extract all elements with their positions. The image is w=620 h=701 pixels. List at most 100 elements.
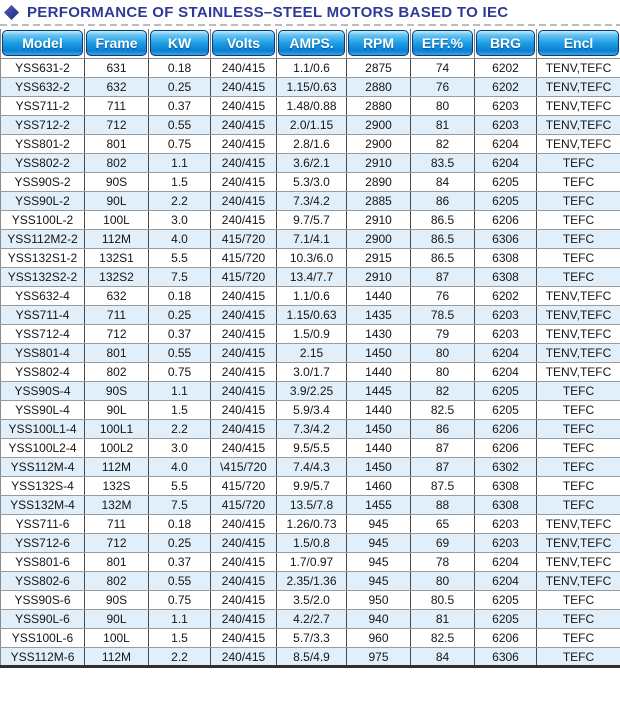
cell: 0.75 xyxy=(148,590,211,610)
cell: 4.0 xyxy=(148,229,211,249)
cell: YSS712-2 xyxy=(0,115,85,135)
cell: 5.7/3.3 xyxy=(276,628,347,648)
column-header-button-model[interactable]: Model xyxy=(2,30,83,56)
cell: 86 xyxy=(410,191,475,211)
cell: 6205 xyxy=(474,172,537,192)
cell: 0.18 xyxy=(148,286,211,306)
column-header-button-frame[interactable]: Frame xyxy=(86,30,147,56)
cell: 78 xyxy=(410,552,475,572)
cell: 2.8/1.6 xyxy=(276,134,347,154)
column-header-button-volts[interactable]: Volts xyxy=(212,30,275,56)
cell: 74 xyxy=(410,58,475,78)
column-header-button-rpm[interactable]: RPM xyxy=(348,30,409,56)
cell: YSS90L-6 xyxy=(0,609,85,629)
page-title-text: PERFORMANCE OF STAINLESS–STEEL MOTORS BA… xyxy=(27,4,509,21)
cell: 80 xyxy=(410,571,475,591)
cell: YSS802-4 xyxy=(0,362,85,382)
cell: 86.5 xyxy=(410,210,475,230)
cell: 6203 xyxy=(474,324,537,344)
cell: 1.7/0.97 xyxy=(276,552,347,572)
cell: 240/415 xyxy=(210,647,277,667)
cell: 240/415 xyxy=(210,191,277,211)
cell: 802 xyxy=(84,153,149,173)
cell: 240/415 xyxy=(210,286,277,306)
cell: 940 xyxy=(346,609,411,629)
cell: 132S1 xyxy=(84,248,149,268)
cell: TENV,TEFC xyxy=(536,362,620,382)
table-row: YSS90L-6 90L 1.1 240/415 4.2/2.7 940 81 6205 TEF… xyxy=(0,609,620,629)
table-row: YSS100L1-4 100L1 2.2 240/415 7.3/4.2 1450 86 62… xyxy=(0,419,620,439)
cell: 90L xyxy=(84,400,149,420)
cell: 2910 xyxy=(346,267,411,287)
cell: 415/720 xyxy=(210,248,277,268)
table-row: YSS711-2 711 0.37 240/415 1.48/0.88 2880 80 620… xyxy=(0,96,620,116)
diamond-bullet-icon xyxy=(4,5,19,20)
column-header-button-amps[interactable]: AMPS. xyxy=(278,30,345,56)
cell: 81 xyxy=(410,609,475,629)
cell: YSS90S-6 xyxy=(0,590,85,610)
table-row: YSS132S2-2 132S2 7.5 415/720 13.4/7.7 2910 87 6… xyxy=(0,267,620,287)
cell: 6202 xyxy=(474,286,537,306)
cell: TEFC xyxy=(536,609,620,629)
cell: YSS632-2 xyxy=(0,77,85,97)
cell: 2885 xyxy=(346,191,411,211)
cell: 240/415 xyxy=(210,438,277,458)
cell: 6206 xyxy=(474,210,537,230)
table-body: YSS631-2 631 0.18 240/415 1.1/0.6 2875 74 6202 T… xyxy=(0,58,620,667)
table-row: YSS801-6 801 0.37 240/415 1.7/0.97 945 78 6204 T… xyxy=(0,552,620,572)
cell: TEFC xyxy=(536,628,620,648)
cell: 712 xyxy=(84,115,149,135)
cell: 9.9/5.7 xyxy=(276,476,347,496)
cell: 78.5 xyxy=(410,305,475,325)
cell: 3.6/2.1 xyxy=(276,153,347,173)
cell: TENV,TEFC xyxy=(536,343,620,363)
cell: 5.9/3.4 xyxy=(276,400,347,420)
column-header-encl: Encl xyxy=(536,29,620,59)
cell: 1440 xyxy=(346,438,411,458)
cell: 945 xyxy=(346,552,411,572)
column-header-button-encl[interactable]: Encl xyxy=(538,30,619,56)
cell: 90L xyxy=(84,191,149,211)
column-header-rpm: RPM xyxy=(346,29,411,59)
column-header-button-kw[interactable]: KW xyxy=(150,30,209,56)
table-row: YSS132S1-2 132S1 5.5 415/720 10.3/6.0 2915 86.… xyxy=(0,248,620,268)
cell: TEFC xyxy=(536,248,620,268)
cell: 7.3/4.2 xyxy=(276,191,347,211)
cell: 132M xyxy=(84,495,149,515)
cell: 100L xyxy=(84,628,149,648)
cell: 0.25 xyxy=(148,533,211,553)
table-row: YSS100L-6 100L 1.5 240/415 5.7/3.3 960 82.5 620… xyxy=(0,628,620,648)
column-header-button-brg[interactable]: BRG xyxy=(476,30,535,56)
cell: 2.2 xyxy=(148,647,211,667)
cell: 82 xyxy=(410,381,475,401)
cell: 8.5/4.9 xyxy=(276,647,347,667)
cell: 5.3/3.0 xyxy=(276,172,347,192)
table-row: YSS132M-4 132M 7.5 415/720 13.5/7.8 1455 88 630… xyxy=(0,495,620,515)
cell: 631 xyxy=(84,58,149,78)
cell: 86 xyxy=(410,419,475,439)
column-header-button-eff[interactable]: EFF.% xyxy=(412,30,473,56)
cell: 6206 xyxy=(474,438,537,458)
cell: 415/720 xyxy=(210,495,277,515)
cell: 112M xyxy=(84,229,149,249)
cell: 240/415 xyxy=(210,153,277,173)
cell: 80 xyxy=(410,362,475,382)
cell: 6202 xyxy=(474,77,537,97)
cell: 7.5 xyxy=(148,495,211,515)
cell: YSS801-2 xyxy=(0,134,85,154)
page-title: PERFORMANCE OF STAINLESS–STEEL MOTORS BA… xyxy=(0,0,620,23)
cell: 6203 xyxy=(474,533,537,553)
cell: 79 xyxy=(410,324,475,344)
cell: 3.9/2.25 xyxy=(276,381,347,401)
cell: YSS632-4 xyxy=(0,286,85,306)
cell: YSS132S1-2 xyxy=(0,248,85,268)
cell: 3.0 xyxy=(148,438,211,458)
cell: 240/415 xyxy=(210,77,277,97)
cell: YSS90L-2 xyxy=(0,191,85,211)
cell: 1450 xyxy=(346,343,411,363)
cell: 0.18 xyxy=(148,58,211,78)
cell: 1.1 xyxy=(148,153,211,173)
cell: 13.4/7.7 xyxy=(276,267,347,287)
table-row: YSS90S-4 90S 1.1 240/415 3.9/2.25 1445 82 6205 T… xyxy=(0,381,620,401)
